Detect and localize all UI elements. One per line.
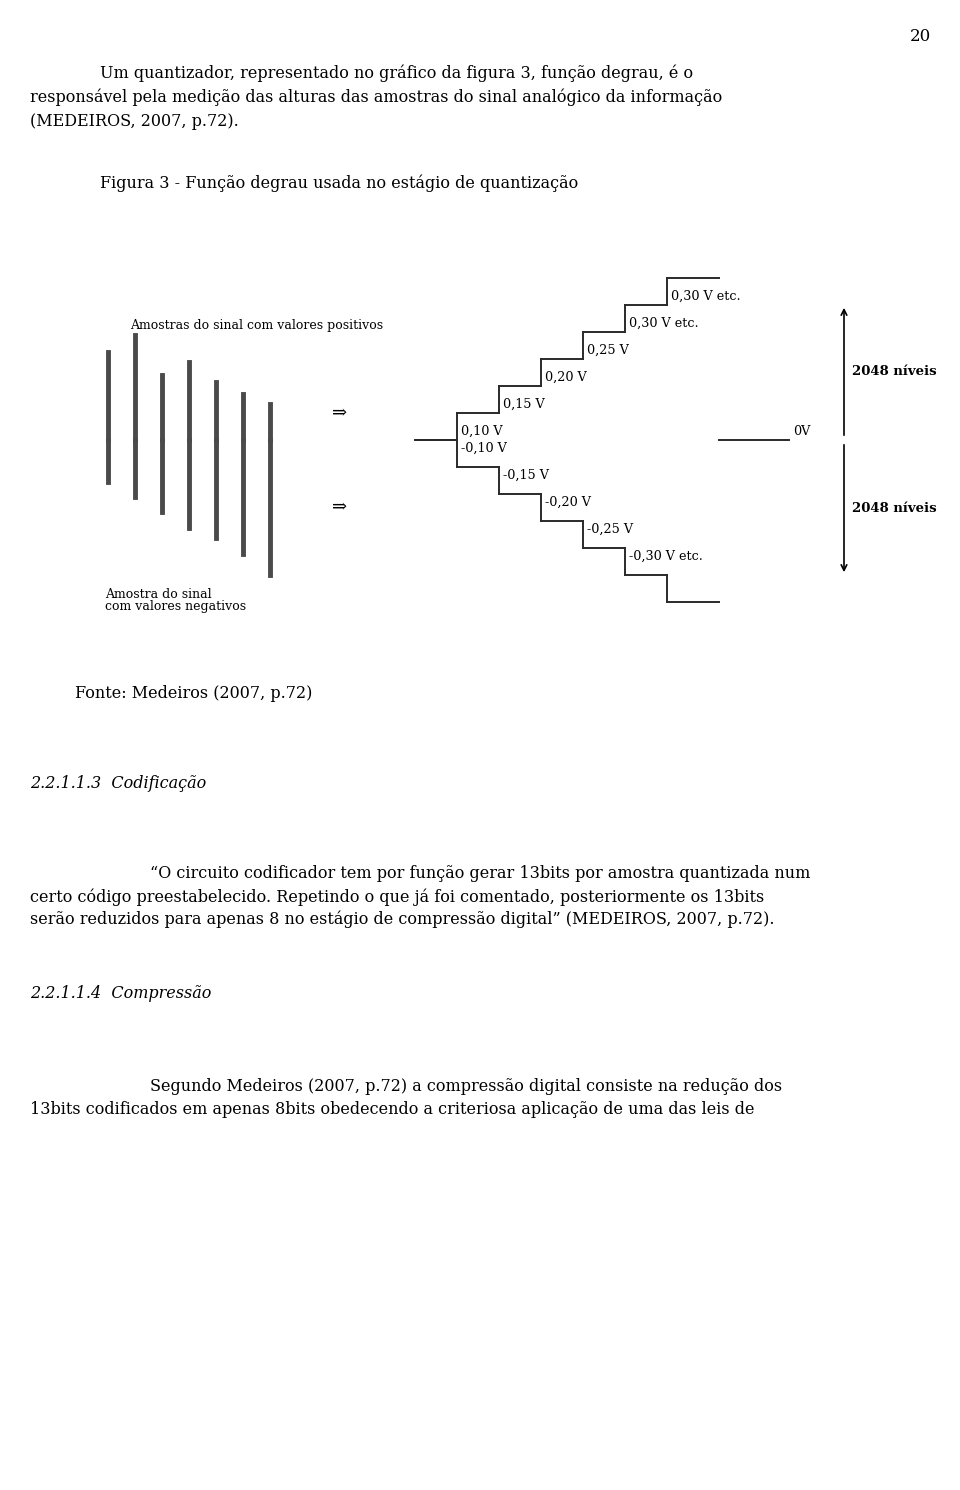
Text: -0,30 V etc.: -0,30 V etc. xyxy=(629,550,703,563)
Text: Figura 3 - Função degrau usada no estágio de quantização: Figura 3 - Função degrau usada no estági… xyxy=(100,174,578,192)
Text: 0V: 0V xyxy=(793,425,810,438)
Text: (MEDEIROS, 2007, p.72).: (MEDEIROS, 2007, p.72). xyxy=(30,113,239,130)
Text: -0,25 V: -0,25 V xyxy=(587,523,634,536)
Text: Fonte: Medeiros (2007, p.72): Fonte: Medeiros (2007, p.72) xyxy=(75,685,312,702)
Text: 2048 níveis: 2048 níveis xyxy=(852,365,937,378)
Text: certo código preestabelecido. Repetindo o que já foi comentado, posteriormente o: certo código preestabelecido. Repetindo … xyxy=(30,888,764,906)
Text: -0,10 V: -0,10 V xyxy=(461,443,507,454)
Text: Segundo Medeiros (2007, p.72) a compressão digital consiste na redução dos: Segundo Medeiros (2007, p.72) a compress… xyxy=(150,1077,782,1095)
Text: -0,20 V: -0,20 V xyxy=(545,496,591,510)
Text: Amostras do sinal com valores positivos: Amostras do sinal com valores positivos xyxy=(130,319,383,332)
Text: 20: 20 xyxy=(909,28,930,45)
Text: 0,15 V: 0,15 V xyxy=(503,398,544,411)
Text: 2.2.1.1.4  Compressão: 2.2.1.1.4 Compressão xyxy=(30,985,211,1001)
Text: 0,20 V: 0,20 V xyxy=(545,371,587,384)
Text: 13bits codificados em apenas 8bits obedecendo a criteriosa aplicação de uma das : 13bits codificados em apenas 8bits obede… xyxy=(30,1101,755,1118)
Text: Um quantizador, representado no gráfico da figura 3, função degrau, é o: Um quantizador, representado no gráfico … xyxy=(100,66,693,82)
Text: 0,30 V etc.: 0,30 V etc. xyxy=(629,317,699,329)
Text: 0,25 V: 0,25 V xyxy=(587,344,629,358)
Text: serão reduzidos para apenas 8 no estágio de compressão digital” (MEDEIROS, 2007,: serão reduzidos para apenas 8 no estágio… xyxy=(30,910,775,928)
Text: ⇒: ⇒ xyxy=(332,499,348,517)
Text: responsável pela medição das alturas das amostras do sinal analógico da informaç: responsável pela medição das alturas das… xyxy=(30,89,722,106)
Text: 0,10 V: 0,10 V xyxy=(461,425,503,438)
Text: “O circuito codificador tem por função gerar 13bits por amostra quantizada num: “O circuito codificador tem por função g… xyxy=(150,866,810,882)
Text: 0,30 V etc.: 0,30 V etc. xyxy=(671,291,740,302)
Text: -0,15 V: -0,15 V xyxy=(503,469,549,481)
Text: com valores negativos: com valores negativos xyxy=(105,600,246,612)
Text: 2048 níveis: 2048 níveis xyxy=(852,502,937,516)
Text: 2.2.1.1.3  Codificação: 2.2.1.1.3 Codificação xyxy=(30,775,206,793)
Text: Amostra do sinal: Amostra do sinal xyxy=(105,589,211,600)
Text: ⇒: ⇒ xyxy=(332,404,348,422)
